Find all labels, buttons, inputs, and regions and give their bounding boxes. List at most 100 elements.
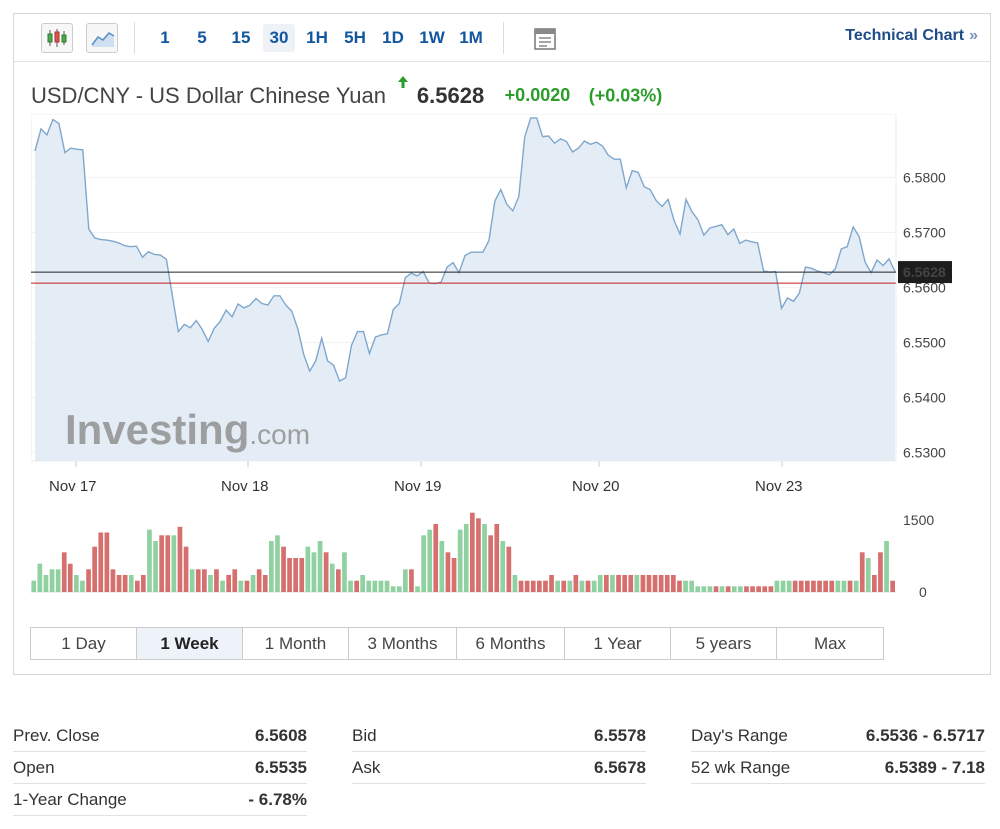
volume-bar [878,552,883,592]
volume-bar [731,586,737,592]
time-range-selector: 1 Day 1 Week 1 Month 3 Months 6 Months 1… [30,627,884,660]
watermark-logo: Investing.com [65,406,310,453]
volume-bar [762,586,768,592]
volume-bar [354,580,359,592]
volume-bar [744,586,749,592]
volume-bar [646,575,652,592]
stat-label: Prev. Close [13,726,100,745]
volume-bar [451,558,457,592]
volume-bar [798,580,804,592]
price-change: +0.0020 [504,85,571,106]
volume-bar [189,569,195,592]
volume-bar [476,518,481,592]
volume-bar [567,580,573,592]
volume-bar [610,575,615,592]
volume-bar [805,580,810,592]
volume-bar [823,580,828,592]
volume-bar [792,580,798,592]
volume-bar [55,569,61,592]
volume-bar [317,541,323,592]
volume-bar [738,586,743,592]
volume-bar [287,558,292,592]
volume-bar [128,575,134,592]
volume-bar [238,580,244,592]
price-series-line [34,117,896,383]
y-tick-label: 6.5600 [903,280,946,296]
range-6-months[interactable]: 6 Months [457,628,565,659]
volume-bar [141,575,146,592]
y-tick-label: 6.5500 [903,335,946,351]
volume-bar [695,586,701,592]
technical-chart-link[interactable]: Technical Chart» [845,27,978,45]
y-tick-label: 6.5700 [903,224,946,240]
interval-15[interactable]: 15 [231,28,251,47]
interval-1h[interactable]: 1H [306,28,328,47]
range-1-day[interactable]: 1 Day [31,628,137,659]
volume-bar [403,569,408,592]
volume-bar [604,575,609,592]
stat-open: Open 6.5535 [13,752,307,784]
volume-bar [110,569,116,592]
range-3-months[interactable]: 3 Months [349,628,457,659]
volume-bar [470,512,475,592]
volume-bar [658,575,664,592]
range-max[interactable]: Max [777,628,883,659]
volume-bar [342,552,347,592]
up-arrow-icon [398,76,409,88]
volume-bar [835,580,841,592]
interval-5h[interactable]: 5H [344,28,366,47]
volume-bar [756,586,761,592]
range-1-month[interactable]: 1 Month [243,628,349,659]
volume-bar [214,569,219,592]
volume-bar [457,529,463,592]
volume-bar [74,575,79,592]
area-chart-icon[interactable] [86,23,118,53]
stat-label: Ask [352,758,381,777]
candlestick-icon[interactable] [41,23,73,53]
range-1-year[interactable]: 1 Year [565,628,671,659]
stat-52-week-range: 52 wk Range 6.5389 - 7.18 [691,752,985,784]
interval-1[interactable]: 1 [160,28,170,47]
volume-bar [80,580,85,592]
x-tick-label: Nov 20 [572,478,620,495]
stat-1-year-change: 1-Year Change - 6.78% [13,784,307,816]
volume-bar [409,569,414,592]
volume-bar [689,580,694,592]
interval-1w[interactable]: 1W [419,28,445,47]
volume-bar [591,580,597,592]
price-area-fill [35,117,895,462]
interval-1d[interactable]: 1D [382,28,404,47]
volume-bar [780,580,786,592]
volume-bar [482,524,487,592]
volume-bar [43,575,49,592]
volume-bar [427,529,433,592]
range-1-week[interactable]: 1 Week [137,628,243,659]
volume-bar [305,546,311,592]
volume-bar [890,580,895,592]
stat-bid: Bid 6.5578 [352,720,646,752]
volume-bar [366,580,372,592]
volume-chart[interactable]: 1500 0 [31,502,976,597]
volume-bar [159,535,164,592]
volume-bar [323,552,329,592]
toolbar-divider [503,22,504,54]
volume-bar [421,535,426,592]
stat-label: Bid [352,726,377,745]
volume-bar [244,580,250,592]
interval-30[interactable]: 30 [263,24,295,52]
volume-bar [512,575,518,592]
interval-1m[interactable]: 1M [459,28,483,47]
volume-bar [329,563,335,592]
volume-bar [415,586,420,592]
range-5-years[interactable]: 5 years [671,628,777,659]
volume-bar [147,529,152,592]
layout-icon[interactable] [533,27,557,51]
stat-prev-close: Prev. Close 6.5608 [13,720,307,752]
volume-bar [555,580,560,592]
double-chevron-right-icon: » [969,27,978,44]
price-chart[interactable]: Investing.com 6.5800 6.5700 6.5600 6.5500 6.… [31,114,976,499]
y-tick-label: 6.5800 [903,169,946,185]
interval-5[interactable]: 5 [197,28,207,47]
stat-ask: Ask 6.5678 [352,752,646,784]
stats-column-1: Prev. Close 6.5608 Open 6.5535 1-Year Chan… [13,720,307,816]
